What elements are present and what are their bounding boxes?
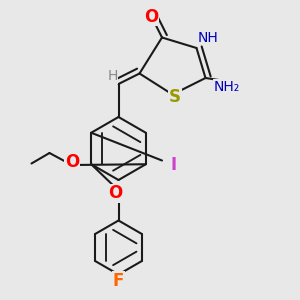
Text: O: O — [144, 8, 159, 26]
Text: I: I — [171, 156, 177, 174]
Text: NH₂: NH₂ — [213, 80, 240, 94]
Text: NH: NH — [198, 31, 219, 44]
Text: S: S — [169, 88, 181, 106]
Text: O: O — [65, 153, 79, 171]
Text: F: F — [113, 272, 124, 290]
Text: O: O — [108, 184, 122, 202]
Text: H: H — [107, 70, 118, 83]
